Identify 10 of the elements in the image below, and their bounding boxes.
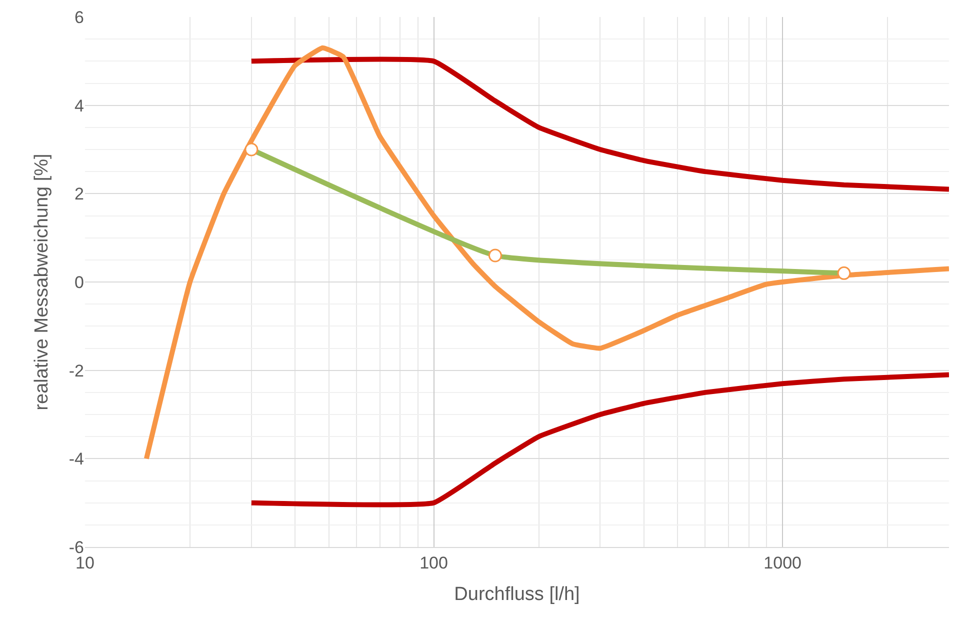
y-tick-label: -4 (68, 450, 84, 469)
x-tick-label: 100 (420, 553, 448, 572)
x-tick-label: 1000 (764, 553, 802, 572)
y-tick-label: 6 (74, 8, 84, 27)
y-tick-label: -2 (68, 361, 84, 380)
y-axis-title: realative Messabweichung [%] (32, 154, 53, 410)
y-tick-label: 0 (74, 272, 84, 292)
x-axis-title: Durchfluss [l/h] (454, 584, 580, 606)
y-tick-label: 2 (74, 184, 84, 204)
y-tick-label: 4 (74, 96, 84, 116)
